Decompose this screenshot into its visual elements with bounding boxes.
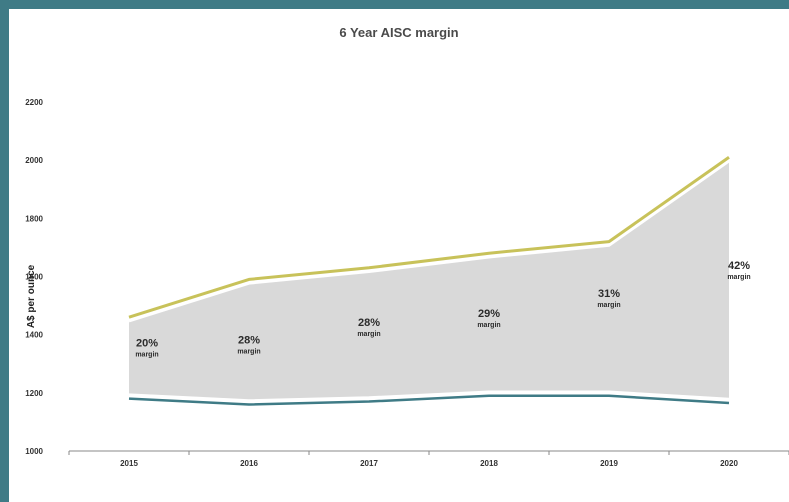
chart-title: 6 Year AISC margin: [339, 25, 459, 40]
x-tick-label: 2015: [120, 459, 138, 468]
margin-annotation-percent: 29%: [478, 308, 500, 320]
y-tick-label: 1200: [25, 389, 43, 398]
x-tick-label: 2016: [240, 459, 258, 468]
series-line-lower: [128, 394, 730, 406]
y-tick-label: 2200: [25, 98, 43, 107]
margin-annotation-percent: 28%: [358, 317, 380, 329]
upper-area-edge: [128, 160, 730, 323]
margin-annotation-percent: 42%: [728, 260, 750, 272]
y-axis-label: A$ per ounce: [26, 264, 37, 328]
x-tick-label: 2017: [360, 459, 378, 468]
margin-annotation-label: margin: [597, 302, 620, 309]
chart-frame: 6 Year AISC margin 2015 2016 2017 2018 2019 2…: [9, 9, 789, 502]
margin-annotation-label: margin: [237, 348, 260, 355]
x-tick-label: 2020: [720, 459, 738, 468]
y-tick-label: 2000: [25, 156, 43, 165]
chart-svg: 2015 2016 2017 2018 2019 2020 1000 1200 1400 1600…: [25, 98, 789, 468]
margin-annotation-percent: 20%: [136, 337, 158, 349]
margin-annotation-label: margin: [135, 351, 158, 358]
y-tick-label: 1800: [25, 214, 43, 223]
margin-annotation-label: margin: [727, 274, 750, 281]
x-tick-label: 2018: [480, 459, 498, 468]
series-line-upper: [128, 156, 730, 319]
x-tick-label: 2019: [600, 459, 618, 468]
lower-area-edge: [128, 390, 730, 402]
margin-annotation-percent: 31%: [598, 288, 620, 300]
y-tick-label: 1600: [25, 273, 43, 282]
y-tick-label: 1400: [25, 331, 43, 340]
margin-annotation-percent: 28%: [238, 334, 260, 346]
y-tick-label: 1000: [25, 447, 43, 456]
margin-annotation-label: margin: [357, 331, 380, 338]
margin-area: [129, 161, 729, 401]
margin-annotation-label: margin: [477, 322, 500, 329]
